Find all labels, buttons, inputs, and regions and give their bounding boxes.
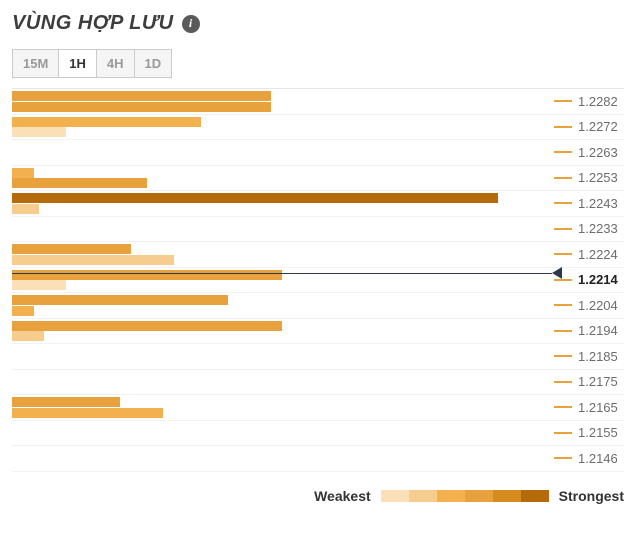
chart-row: 1.2194 — [12, 319, 624, 345]
y-tick — [554, 202, 572, 204]
legend-swatch — [465, 490, 493, 502]
chart-row: 1.2253 — [12, 166, 624, 192]
tab-15m[interactable]: 15M — [12, 49, 59, 78]
y-label: 1.2185 — [578, 349, 624, 364]
y-tick — [554, 279, 572, 281]
chart-row: 1.2233 — [12, 217, 624, 243]
y-tick — [554, 457, 572, 459]
strength-bar — [12, 193, 498, 203]
y-label: 1.2243 — [578, 196, 624, 211]
y-label: 1.2194 — [578, 323, 624, 338]
y-tick — [554, 177, 572, 179]
strength-bar — [12, 321, 282, 331]
y-tick — [554, 126, 572, 128]
y-tick — [554, 381, 572, 383]
y-label: 1.2272 — [578, 119, 624, 134]
legend-weakest-label: Weakest — [314, 488, 371, 504]
strength-bar — [12, 127, 66, 137]
y-tick — [554, 406, 572, 408]
y-tick — [554, 151, 572, 153]
y-label: 1.2224 — [578, 247, 624, 262]
strength-bar — [12, 102, 271, 112]
chart-row: 1.2175 — [12, 370, 624, 396]
chart-row: 1.2224 — [12, 242, 624, 268]
chart-row: 1.2263 — [12, 140, 624, 166]
strength-bar — [12, 91, 271, 101]
strength-bar — [12, 306, 34, 316]
legend-swatch — [493, 490, 521, 502]
strength-bar — [12, 270, 282, 280]
header: VÙNG HỢP LƯU i — [12, 12, 624, 35]
chart-row: 1.2185 — [12, 344, 624, 370]
tab-1h[interactable]: 1H — [58, 49, 97, 78]
y-label: 1.2204 — [578, 298, 624, 313]
current-price-line — [12, 273, 552, 274]
y-tick — [554, 304, 572, 306]
chart-row: 1.2204 — [12, 293, 624, 319]
strength-bar — [12, 168, 34, 178]
page-title: VÙNG HỢP LƯU — [12, 12, 174, 35]
y-tick — [554, 228, 572, 230]
chart-row: 1.2243 — [12, 191, 624, 217]
strength-bar — [12, 397, 120, 407]
strength-bar — [12, 255, 174, 265]
strength-bar — [12, 178, 147, 188]
y-label: 1.2155 — [578, 425, 624, 440]
y-tick — [554, 253, 572, 255]
legend-swatch — [437, 490, 465, 502]
tab-1d[interactable]: 1D — [134, 49, 173, 78]
y-tick — [554, 100, 572, 102]
y-label: 1.2146 — [578, 451, 624, 466]
legend-swatch — [409, 490, 437, 502]
legend-swatch — [381, 490, 409, 502]
y-label: 1.2214 — [578, 272, 624, 287]
legend-strongest-label: Strongest — [559, 488, 624, 504]
tab-4h[interactable]: 4H — [96, 49, 135, 78]
y-tick — [554, 432, 572, 434]
chart-row: 1.2165 — [12, 395, 624, 421]
current-price-arrow-icon — [552, 267, 562, 279]
strength-legend: Weakest Strongest — [12, 488, 624, 504]
y-label: 1.2263 — [578, 145, 624, 160]
legend-swatches — [381, 490, 549, 502]
y-label: 1.2165 — [578, 400, 624, 415]
y-tick — [554, 330, 572, 332]
strength-bar — [12, 117, 201, 127]
chart-row: 1.2282 — [12, 89, 624, 115]
chart-row: 1.2272 — [12, 115, 624, 141]
y-label: 1.2233 — [578, 221, 624, 236]
strength-bar — [12, 408, 163, 418]
y-label: 1.2175 — [578, 374, 624, 389]
strength-bar — [12, 280, 66, 290]
y-tick — [554, 355, 572, 357]
chart-row: 1.2155 — [12, 421, 624, 447]
legend-swatch — [521, 490, 549, 502]
strength-bar — [12, 244, 131, 254]
y-label: 1.2253 — [578, 170, 624, 185]
timeframe-tabs: 15M1H4H1D — [12, 49, 624, 78]
chart-row: 1.2214 — [12, 268, 624, 294]
info-icon[interactable]: i — [182, 15, 200, 33]
strength-bar — [12, 331, 44, 341]
confluence-chart: 1.2282 1.2272 1.2263 1.2253 1.2243 1.2233 1.22… — [12, 88, 624, 472]
strength-bar — [12, 204, 39, 214]
chart-row: 1.2146 — [12, 446, 624, 472]
y-label: 1.2282 — [578, 94, 624, 109]
strength-bar — [12, 295, 228, 305]
